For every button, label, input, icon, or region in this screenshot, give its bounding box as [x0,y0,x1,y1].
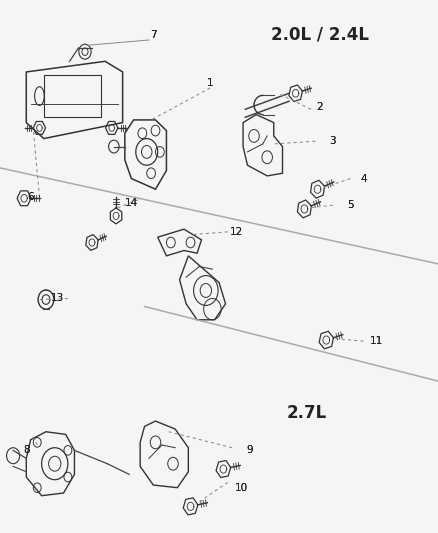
Text: 7: 7 [150,30,157,39]
Text: 3: 3 [329,136,336,146]
Text: 14: 14 [125,198,138,207]
Text: 8: 8 [23,446,30,455]
Text: 2: 2 [316,102,323,111]
Text: 4: 4 [360,174,367,183]
Text: 12: 12 [230,227,243,237]
Text: 8: 8 [23,446,30,455]
Text: 11: 11 [370,336,383,346]
Text: 2.0L / 2.4L: 2.0L / 2.4L [271,26,369,44]
Text: 3: 3 [329,136,336,146]
Text: 1: 1 [207,78,214,87]
Text: 2.7L: 2.7L [286,404,327,422]
Text: 5: 5 [347,200,354,210]
Text: 13: 13 [50,294,64,303]
Text: 10: 10 [234,483,247,492]
Text: 14: 14 [125,198,138,207]
Text: 4: 4 [360,174,367,183]
Text: 12: 12 [230,227,243,237]
Text: 6: 6 [27,192,34,202]
Text: 11: 11 [370,336,383,346]
Text: 7: 7 [150,30,157,39]
Text: 9: 9 [246,446,253,455]
Text: 5: 5 [347,200,354,210]
Text: 9: 9 [246,446,253,455]
Text: 13: 13 [50,294,64,303]
Text: 1: 1 [207,78,214,87]
Text: 2: 2 [316,102,323,111]
Text: 6: 6 [27,192,34,202]
Text: 10: 10 [234,483,247,492]
